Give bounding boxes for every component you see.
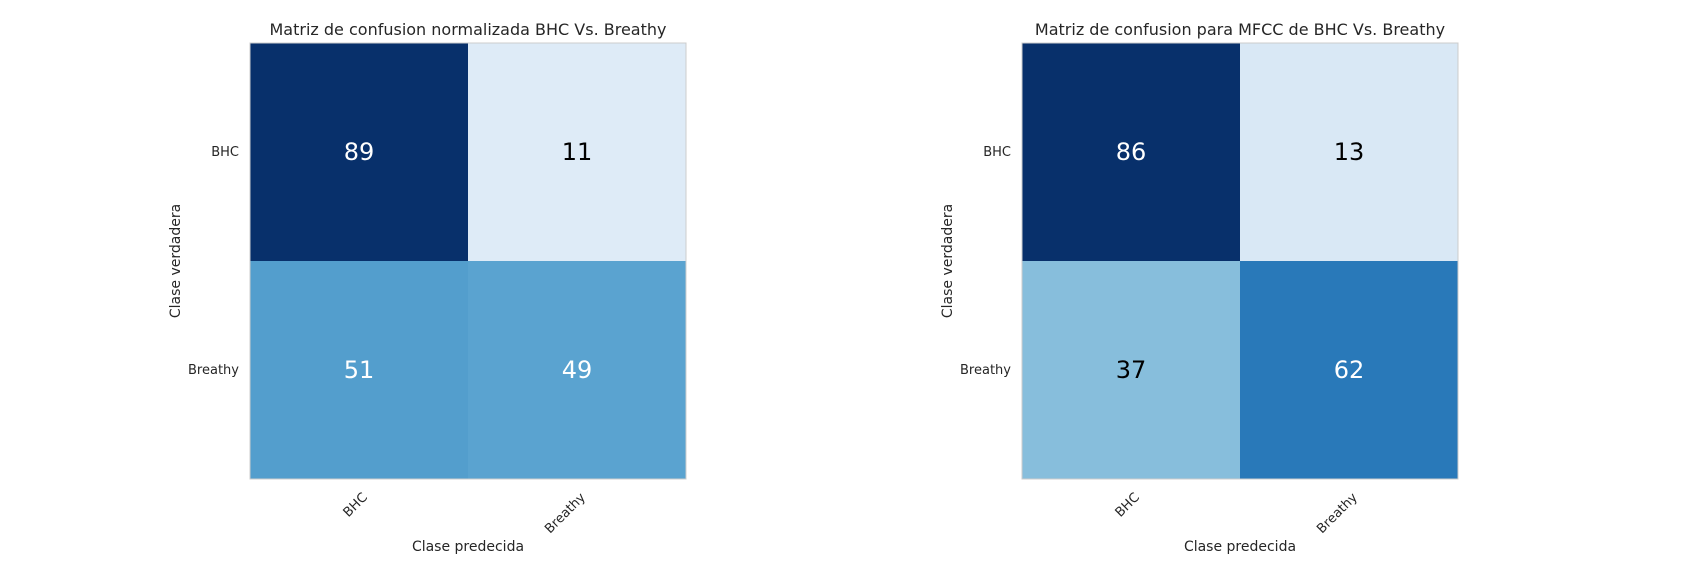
cell-value-label: 49: [562, 356, 593, 384]
plot-frame: [249, 42, 687, 480]
heatmap-cell: [1240, 261, 1458, 479]
x-tick-label: Breathy: [542, 490, 589, 537]
x-tick-label: BHC: [341, 490, 371, 520]
cell-value-label: 51: [344, 356, 375, 384]
cell-value-label: 37: [1116, 356, 1147, 384]
x-tick-label: BHC: [1113, 490, 1143, 520]
heatmap-cells: 86 13 37 62: [1022, 43, 1458, 479]
cell-value-label: 89: [344, 138, 375, 166]
chart-title: Matriz de confusion normalizada BHC Vs. …: [270, 20, 667, 39]
y-tick-label: BHC: [983, 145, 1011, 160]
confusion-matrix-right: Matriz de confusion para MFCC de BHC Vs.…: [940, 20, 1459, 555]
x-tick-label: Breathy: [1314, 490, 1361, 537]
plot-frame: [1021, 42, 1459, 480]
heatmap-cells: 89 11 51 49: [250, 43, 686, 479]
y-tick-label: Breathy: [188, 363, 239, 378]
heatmap-cell: [1022, 43, 1240, 261]
cell-value-label: 11: [562, 138, 593, 166]
heatmap-cell: [1022, 261, 1240, 479]
y-axis-label: Clase verdadera: [168, 204, 184, 318]
y-tick-label: BHC: [211, 145, 239, 160]
confusion-matrix-left: Matriz de confusion normalizada BHC Vs. …: [168, 20, 687, 555]
heatmap-cell: [468, 43, 686, 261]
x-axis-label: Clase predecida: [1184, 539, 1296, 555]
heatmap-cell: [1240, 43, 1458, 261]
chart-title: Matriz de confusion para MFCC de BHC Vs.…: [1035, 20, 1445, 39]
cell-value-label: 86: [1116, 138, 1147, 166]
cell-value-label: 13: [1334, 138, 1365, 166]
heatmap-cell: [250, 43, 468, 261]
heatmap-cell: [250, 261, 468, 479]
heatmap-cell: [468, 261, 686, 479]
y-axis-label: Clase verdadera: [940, 204, 956, 318]
x-axis-label: Clase predecida: [412, 539, 524, 555]
y-tick-label: Breathy: [960, 363, 1011, 378]
cell-value-label: 62: [1334, 356, 1365, 384]
